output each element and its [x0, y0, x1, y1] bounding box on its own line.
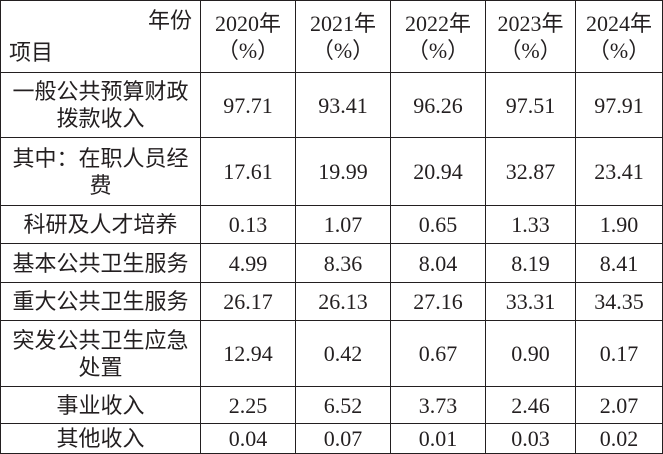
row-label: 突发公共卫生应急处置: [0, 320, 201, 387]
cell-value: 93.41: [295, 72, 391, 138]
column-unit: （%）: [587, 37, 651, 63]
cell-value: 1.07: [295, 205, 391, 244]
column-header: 2023年 （%）: [485, 0, 576, 73]
column-year: 2020年: [214, 10, 281, 36]
column-header: 2021年 （%）: [295, 0, 391, 73]
cell-value: 3.73: [390, 386, 486, 424]
cell-value: 97.91: [575, 72, 663, 138]
column-header: 2022年 （%）: [390, 0, 486, 73]
cell-value: 0.42: [295, 320, 391, 387]
table-row: 事业收入 2.25 6.52 3.73 2.46 2.07: [0, 386, 663, 424]
table-row: 科研及人才培养 0.13 1.07 0.65 1.33 1.90: [0, 205, 663, 244]
cell-value: 27.16: [390, 282, 486, 321]
table-row: 突发公共卫生应急处置 12.94 0.42 0.67 0.90 0.17: [0, 320, 663, 387]
cell-value: 0.07: [295, 423, 391, 454]
cell-value: 0.04: [200, 423, 296, 454]
row-label: 其他收入: [0, 423, 201, 454]
column-year: 2021年: [309, 10, 376, 36]
cell-value: 4.99: [200, 243, 296, 283]
table-row: 其中：在职人员经费 17.61 19.99 20.94 32.87 23.41: [0, 137, 663, 206]
table-row: 其他收入 0.04 0.07 0.01 0.03 0.02: [0, 423, 663, 454]
cell-value: 6.52: [295, 386, 391, 424]
cell-value: 19.99: [295, 137, 391, 206]
cell-value: 33.31: [485, 282, 576, 321]
column-year: 2024年: [585, 10, 652, 36]
column-unit: （%）: [311, 37, 375, 63]
row-label: 科研及人才培养: [0, 205, 201, 244]
cell-value: 8.19: [485, 243, 576, 283]
cell-value: 0.67: [390, 320, 486, 387]
cell-value: 12.94: [200, 320, 296, 387]
column-unit: （%）: [216, 37, 280, 63]
header-row: 年份 项目 2020年 （%） 2021年 （%） 2022年 （%） 2023年 （%） 20…: [0, 0, 663, 73]
column-header: 2020年 （%）: [200, 0, 296, 73]
column-year: 2023年: [497, 10, 564, 36]
cell-value: 0.17: [575, 320, 663, 387]
cell-value: 0.65: [390, 205, 486, 244]
corner-top: 年份: [147, 8, 192, 33]
cell-value: 34.35: [575, 282, 663, 321]
row-label: 事业收入: [0, 386, 201, 424]
cell-value: 97.51: [485, 72, 576, 138]
cell-value: 23.41: [575, 137, 663, 206]
corner-cell: 年份 项目: [0, 0, 201, 73]
column-unit: （%）: [406, 37, 470, 63]
table-row: 一般公共预算财政拨款收入 97.71 93.41 96.26 97.51 97.91: [0, 72, 663, 138]
cell-value: 0.02: [575, 423, 663, 454]
cell-value: 2.46: [485, 386, 576, 424]
cell-value: 1.33: [485, 205, 576, 244]
cell-value: 17.61: [200, 137, 296, 206]
cell-value: 8.41: [575, 243, 663, 283]
cell-value: 20.94: [390, 137, 486, 206]
cell-value: 32.87: [485, 137, 576, 206]
cell-value: 2.25: [200, 386, 296, 424]
row-label: 基本公共卫生服务: [0, 243, 201, 283]
cell-value: 2.07: [575, 386, 663, 424]
cell-value: 96.26: [390, 72, 486, 138]
cell-value: 8.04: [390, 243, 486, 283]
table-row: 基本公共卫生服务 4.99 8.36 8.04 8.19 8.41: [0, 243, 663, 283]
row-label: 重大公共卫生服务: [0, 282, 201, 321]
cell-value: 8.36: [295, 243, 391, 283]
cell-value: 0.90: [485, 320, 576, 387]
cell-value: 0.13: [200, 205, 296, 244]
cell-value: 26.13: [295, 282, 391, 321]
column-unit: （%）: [499, 37, 562, 63]
column-year: 2022年: [404, 10, 471, 36]
table-row: 重大公共卫生服务 26.17 26.13 27.16 33.31 34.35: [0, 282, 663, 321]
cell-value: 0.01: [390, 423, 486, 454]
cell-value: 0.03: [485, 423, 576, 454]
row-label: 一般公共预算财政拨款收入: [0, 72, 201, 138]
column-header: 2024年 （%）: [575, 0, 663, 73]
cell-value: 1.90: [575, 205, 663, 244]
corner-bottom: 项目: [9, 40, 54, 65]
cell-value: 97.71: [200, 72, 296, 138]
row-label: 其中：在职人员经费: [0, 137, 201, 206]
cell-value: 26.17: [200, 282, 296, 321]
